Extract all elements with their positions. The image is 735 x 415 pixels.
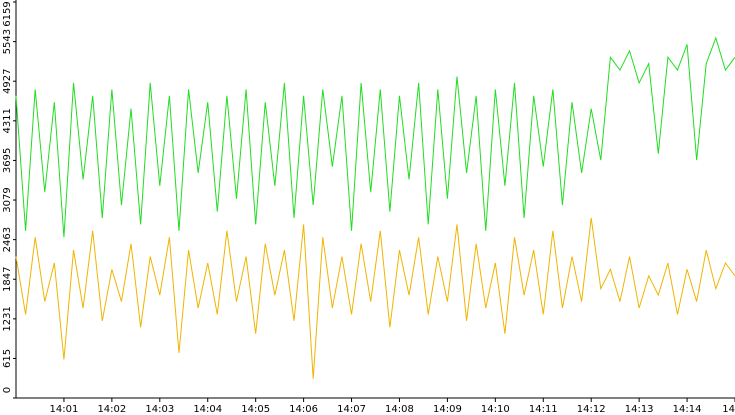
x-tick-label: 14:11 xyxy=(529,404,558,415)
y-tick-label: 1231 xyxy=(2,306,13,331)
x-tick-label: 14:05 xyxy=(241,404,270,415)
x-tick-label: 14:04 xyxy=(193,404,222,415)
x-tick-label: 14:08 xyxy=(385,404,414,415)
y-tick-label: 4311 xyxy=(2,108,13,133)
y-tick-label: 615 xyxy=(2,349,13,368)
x-tick-label: 14:09 xyxy=(433,404,462,415)
y-tick-label: 4927 xyxy=(2,68,13,93)
y-tick-label: 3695 xyxy=(2,148,13,173)
x-tick-label: 14:03 xyxy=(145,404,174,415)
y-tick-label: 5543 xyxy=(2,29,13,54)
x-tick-label: 14:14 xyxy=(673,404,702,415)
series-line xyxy=(15,36,735,238)
x-tick-label: 14:02 xyxy=(97,404,126,415)
x-tick-label: 14:10 xyxy=(481,404,510,415)
x-tick-label: 14:12 xyxy=(577,404,606,415)
x-tick-label: 14:06 xyxy=(289,404,318,415)
x-tick-label: 14:07 xyxy=(337,404,366,415)
y-tick-label: 1847 xyxy=(2,267,13,292)
y-tick-label: 6159 xyxy=(2,1,13,26)
series-line xyxy=(15,217,735,379)
y-tick-label: 0 xyxy=(2,387,13,393)
x-tick-label: 14:13 xyxy=(625,404,654,415)
y-tick-label: 2463 xyxy=(2,227,13,252)
x-tick-label: 14:01 xyxy=(50,404,79,415)
x-tick-label: 14 xyxy=(722,404,735,415)
y-tick-label: 3079 xyxy=(2,187,13,212)
